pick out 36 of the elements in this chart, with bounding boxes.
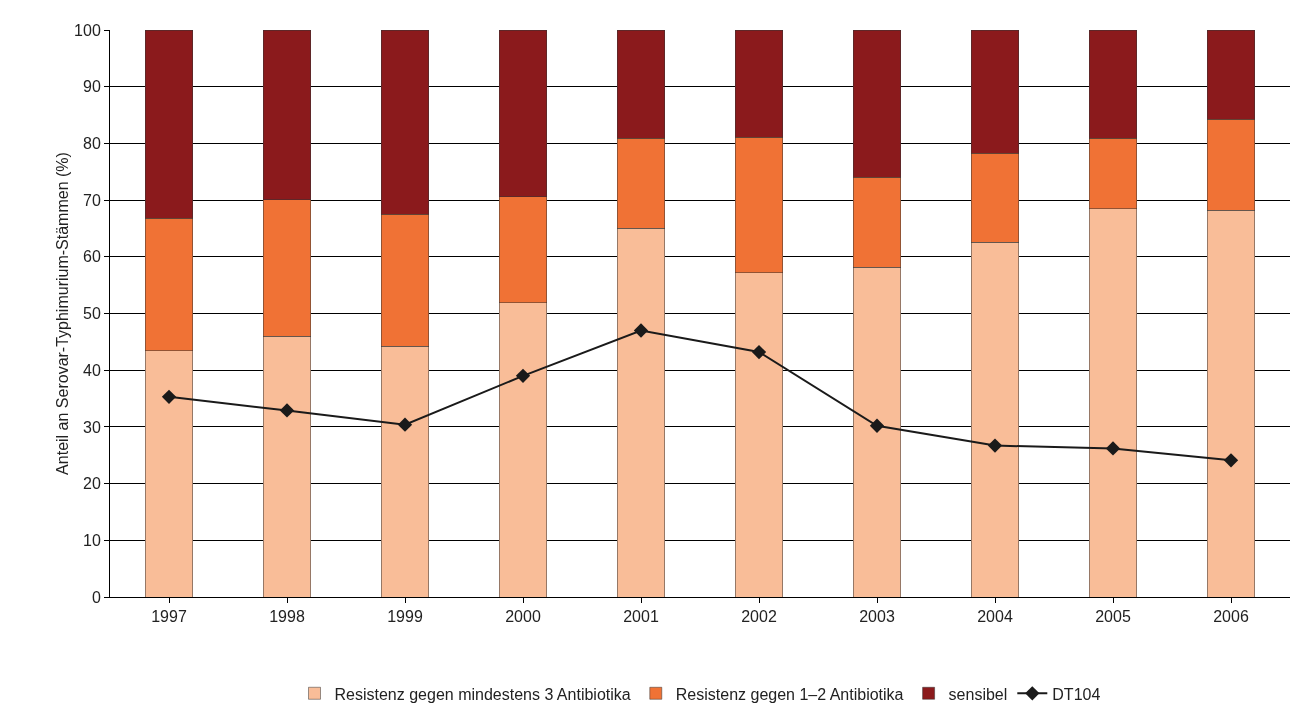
x-tick-label: 2001	[623, 608, 659, 626]
y-tick-label: 40	[83, 361, 101, 379]
point	[987, 438, 1003, 453]
y-tick-label: 90	[83, 78, 101, 96]
point	[633, 323, 649, 338]
x-tick-label: 1997	[151, 608, 187, 626]
legend-label: DT104	[1052, 685, 1101, 703]
x-tick-label: 2006	[1213, 608, 1249, 626]
point	[751, 344, 767, 360]
x-tick-label: 2002	[741, 608, 777, 626]
point	[161, 389, 177, 404]
x-tick-label: 2003	[859, 608, 895, 626]
x-tick-label: 2000	[505, 608, 541, 626]
x-tick-label: 1999	[387, 608, 423, 626]
x-tick-label: 1998	[269, 608, 305, 626]
y-tick-label: 100	[74, 21, 101, 39]
y-tick-label: 50	[83, 305, 101, 323]
point	[397, 417, 413, 432]
y-tick-label: 30	[83, 418, 101, 436]
point	[869, 418, 885, 433]
x-tick-label: 2004	[977, 608, 1013, 626]
point	[279, 403, 295, 418]
y-tick-label: 0	[91, 588, 101, 606]
point	[1223, 453, 1239, 468]
x-tick-label: 2005	[1095, 608, 1131, 626]
legend-label: sensibel	[948, 685, 1008, 703]
y-tick-label: 20	[83, 475, 101, 493]
y-tick-label: 10	[83, 531, 101, 549]
y-tick-label: 80	[83, 135, 101, 152]
legend-label: Resistenz gegen 1–2 Antibiotika	[675, 685, 904, 703]
y-tick-label: 60	[83, 248, 101, 266]
y-axis-title: Anteil an Serovar-Typhimurium-Stämmen (%)	[54, 152, 71, 475]
legend-label: Resistenz gegen mindestens 3 Antibiotika	[334, 685, 631, 703]
y-tick-label: 70	[83, 191, 101, 209]
point	[1105, 441, 1121, 456]
point	[515, 368, 531, 384]
